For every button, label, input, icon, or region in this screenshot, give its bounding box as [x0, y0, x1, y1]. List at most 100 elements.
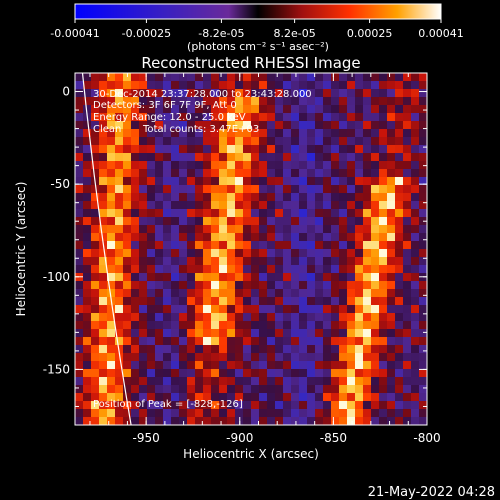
- heatmap-pixel: [123, 105, 132, 114]
- heatmap-pixel: [339, 417, 348, 425]
- heatmap-pixel: [171, 249, 180, 258]
- heatmap-pixel: [219, 265, 228, 274]
- heatmap-pixel: [187, 385, 196, 394]
- heatmap-pixel: [387, 233, 396, 242]
- heatmap-pixel: [155, 185, 164, 194]
- heatmap-pixel: [419, 377, 427, 386]
- heatmap-pixel: [267, 345, 276, 354]
- heatmap-pixel: [227, 225, 236, 234]
- heatmap-pixel: [83, 209, 92, 218]
- heatmap-pixel: [147, 369, 156, 378]
- heatmap-pixel: [139, 73, 148, 82]
- heatmap-pixel: [379, 161, 388, 170]
- heatmap-pixel: [131, 89, 140, 98]
- heatmap-pixel: [363, 89, 372, 98]
- heatmap-pixel: [163, 161, 172, 170]
- heatmap-pixel: [179, 385, 188, 394]
- heatmap-pixel: [315, 321, 324, 330]
- heatmap-pixel: [187, 345, 196, 354]
- heatmap-pixel: [131, 321, 140, 330]
- heatmap-pixel: [91, 129, 100, 138]
- heatmap-pixel: [267, 337, 276, 346]
- heatmap-pixel: [211, 113, 220, 122]
- heatmap-pixel: [267, 129, 276, 138]
- heatmap-pixel: [419, 233, 427, 242]
- peak-position-label: Position of Peak = [-828,-126]: [93, 399, 243, 410]
- heatmap-pixel: [403, 257, 412, 266]
- heatmap-pixel: [275, 185, 284, 194]
- heatmap-pixel: [163, 193, 172, 202]
- heatmap-pixel: [155, 153, 164, 162]
- heatmap-pixel: [227, 129, 236, 138]
- heatmap-pixel: [147, 321, 156, 330]
- heatmap-pixel: [419, 201, 427, 210]
- heatmap-pixel: [403, 393, 412, 402]
- heatmap-pixel: [115, 369, 124, 378]
- heatmap-pixel: [123, 121, 132, 130]
- heatmap-pixel: [83, 193, 92, 202]
- heatmap-pixel: [291, 353, 300, 362]
- heatmap-pixel: [219, 217, 228, 226]
- heatmap-pixel: [299, 105, 308, 114]
- heatmap-pixel: [419, 73, 427, 82]
- heatmap-pixel: [339, 97, 348, 106]
- heatmap-pixel: [123, 145, 132, 154]
- heatmap-pixel: [147, 217, 156, 226]
- heatmap-pixel: [187, 209, 196, 218]
- heatmap-pixel: [411, 265, 420, 274]
- heatmap-pixel: [99, 369, 108, 378]
- heatmap-pixel: [283, 89, 292, 98]
- heatmap-pixel: [251, 353, 260, 362]
- heatmap-pixel: [187, 289, 196, 298]
- heatmap-pixel: [115, 417, 124, 425]
- heatmap-pixel: [323, 265, 332, 274]
- heatmap-pixel: [387, 193, 396, 202]
- heatmap-pixel: [99, 225, 108, 234]
- heatmap-pixel: [195, 257, 204, 266]
- heatmap-pixel: [355, 385, 364, 394]
- heatmap-pixel: [171, 377, 180, 386]
- heatmap-pixel: [99, 401, 108, 410]
- heatmap-pixel: [251, 265, 260, 274]
- heatmap-pixel: [411, 417, 420, 425]
- heatmap-pixel: [267, 241, 276, 250]
- heatmap-pixel: [419, 97, 427, 106]
- heatmap-pixel: [147, 193, 156, 202]
- heatmap-pixel: [363, 329, 372, 338]
- heatmap-pixel: [267, 113, 276, 122]
- heatmap-pixel: [355, 81, 364, 90]
- heatmap-pixel: [83, 361, 92, 370]
- heatmap-pixel: [331, 321, 340, 330]
- heatmap-pixel: [211, 409, 220, 418]
- heatmap-pixel: [203, 329, 212, 338]
- heatmap-pixel: [299, 209, 308, 218]
- heatmap-pixel: [275, 265, 284, 274]
- heatmap-pixel: [163, 241, 172, 250]
- heatmap-pixel: [411, 385, 420, 394]
- heatmap-pixel: [283, 353, 292, 362]
- heatmap-pixel: [107, 169, 116, 178]
- heatmap-pixel: [307, 137, 316, 146]
- heatmap-pixel: [307, 201, 316, 210]
- heatmap-pixel: [203, 137, 212, 146]
- heatmap-pixel: [411, 193, 420, 202]
- heatmap-pixel: [259, 169, 268, 178]
- heatmap-pixel: [139, 97, 148, 106]
- heatmap-pixel: [227, 401, 236, 410]
- heatmap-pixel: [299, 129, 308, 138]
- heatmap-pixel: [339, 273, 348, 282]
- heatmap-pixel: [355, 161, 364, 170]
- heatmap-pixel: [347, 225, 356, 234]
- annotation-algorithm: Clean: [93, 124, 121, 135]
- heatmap-pixel: [123, 257, 132, 266]
- colorbar: [74, 3, 442, 20]
- heatmap-pixel: [355, 409, 364, 418]
- heatmap-pixel: [323, 177, 332, 186]
- heatmap-pixel: [115, 305, 124, 314]
- heatmap-pixel: [379, 377, 388, 386]
- heatmap-pixel: [259, 321, 268, 330]
- heatmap-pixel: [331, 305, 340, 314]
- heatmap-pixel: [123, 385, 132, 394]
- heatmap-pixel: [275, 385, 284, 394]
- heatmap-pixel: [131, 257, 140, 266]
